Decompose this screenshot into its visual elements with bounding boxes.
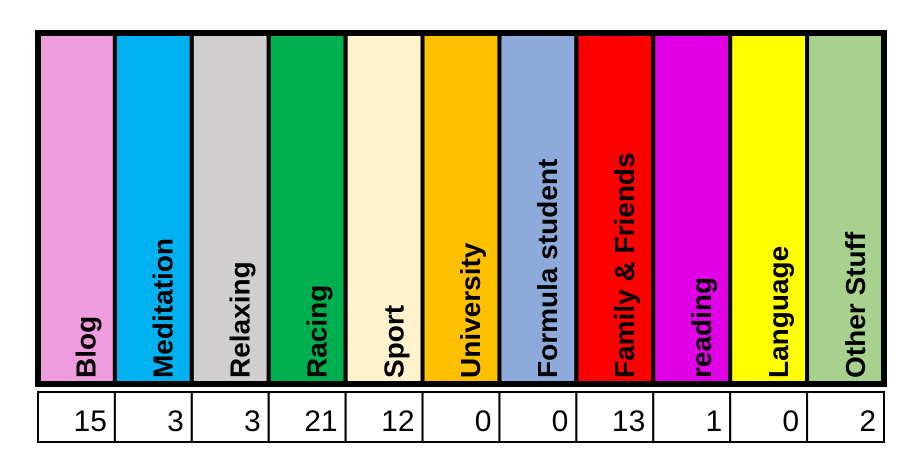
value-text: 1 (705, 405, 722, 438)
category-label: Language (763, 246, 794, 378)
value-text: 13 (612, 405, 645, 438)
category-label: Sport (378, 305, 409, 378)
category-label: Formula student (532, 159, 563, 378)
category-label: Meditation (148, 238, 179, 378)
value-text: 12 (381, 405, 414, 438)
value-text: 21 (304, 405, 337, 438)
value-cell (267, 391, 347, 443)
category-column (728, 31, 810, 386)
category-label: reading (686, 277, 717, 378)
category-column (651, 31, 733, 386)
value-cell (498, 391, 578, 443)
value-cell (806, 391, 885, 443)
value-cell (421, 391, 501, 443)
value-text: 0 (552, 405, 569, 438)
value-cell (729, 391, 809, 443)
value-text: 0 (475, 405, 492, 438)
value-cell (37, 391, 116, 443)
value-text: 3 (244, 405, 261, 438)
category-label: University (455, 242, 486, 378)
category-label: Racing (301, 285, 332, 378)
value-cell (344, 391, 424, 443)
category-label: Blog (71, 316, 102, 378)
value-cell (575, 391, 655, 443)
value-text: 3 (167, 405, 184, 438)
value-cell (190, 391, 270, 443)
value-text: 0 (782, 405, 799, 438)
category-label: Other Stuff (840, 231, 871, 378)
category-label: Family & Friends (609, 152, 640, 378)
outer-border (35, 30, 887, 387)
category-label: Relaxing (225, 261, 256, 378)
value-text: 15 (74, 405, 107, 438)
value-text: 2 (859, 405, 876, 438)
